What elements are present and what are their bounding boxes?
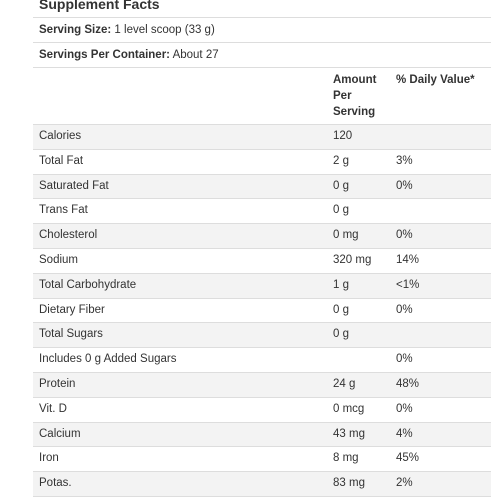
nutrient-column-header xyxy=(33,68,333,125)
nutrient-amount: 0 mcg xyxy=(333,397,396,423)
nutrient-amount: 0 g xyxy=(333,298,396,324)
servings-per-container-label: Servings Per Container: xyxy=(39,49,171,61)
nutrient-name: Iron xyxy=(33,446,333,473)
nutrient-daily-value xyxy=(396,322,491,349)
nutrient-amount: 120 xyxy=(333,124,396,150)
panel-title: Supplement Facts xyxy=(33,0,491,18)
supplement-facts-panel: Supplement Facts Serving Size: 1 level s… xyxy=(33,0,491,497)
table-row: Total Fat 2 g 3% xyxy=(33,149,491,175)
amount-column-header: Amount Per Serving xyxy=(333,68,396,125)
servings-per-container-value: About 27 xyxy=(172,49,219,61)
nutrient-name: Sodium xyxy=(33,248,333,274)
nutrient-daily-value: 45% xyxy=(396,446,491,473)
serving-size-row: Serving Size: 1 level scoop (33 g) xyxy=(33,18,491,43)
nutrient-amount: 8 mg xyxy=(333,446,396,473)
table-row: Total Sugars 0 g xyxy=(33,322,491,349)
nutrient-name: Saturated Fat xyxy=(33,174,333,200)
nutrient-name: Total Sugars xyxy=(33,322,333,349)
nutrient-amount: 0 g xyxy=(333,174,396,200)
nutrient-amount: 0 g xyxy=(333,322,396,349)
nutrient-name: Protein xyxy=(33,372,333,398)
nutrient-daily-value: 4% xyxy=(396,422,491,448)
serving-size-label: Serving Size: xyxy=(39,24,112,36)
nutrient-daily-value: 0% xyxy=(396,223,491,249)
nutrient-daily-value: 0% xyxy=(396,397,491,423)
nutrient-daily-value: 2% xyxy=(396,471,491,497)
table-row: Saturated Fat 0 g 0% xyxy=(33,174,491,200)
nutrient-amount: 83 mg xyxy=(333,471,396,497)
nutrient-name: Total Carbohydrate xyxy=(33,273,333,299)
nutrient-name: Dietary Fiber xyxy=(33,298,333,324)
table-row: Protein 24 g 48% xyxy=(33,372,491,398)
table-row: Total Carbohydrate 1 g <1% xyxy=(33,273,491,299)
nutrient-daily-value: 3% xyxy=(396,149,491,175)
nutrient-daily-value: <1% xyxy=(396,273,491,299)
table-row: Calcium 43 mg 4% xyxy=(33,422,491,448)
table-row: Potas. 83 mg 2% xyxy=(33,471,491,497)
nutrient-name: Trans Fat xyxy=(33,198,333,225)
table-row: Calories 120 xyxy=(33,124,491,150)
nutrient-amount: 1 g xyxy=(333,273,396,299)
nutrient-amount: 24 g xyxy=(333,372,396,398)
serving-size-value: 1 level scoop (33 g) xyxy=(114,24,215,36)
table-row: Cholesterol 0 mg 0% xyxy=(33,223,491,249)
servings-per-container-row: Servings Per Container: About 27 xyxy=(33,43,491,68)
nutrient-daily-value xyxy=(396,124,491,150)
nutrient-amount: 0 mg xyxy=(333,223,396,249)
daily-value-column-header: % Daily Value* xyxy=(396,68,491,125)
table-row: Dietary Fiber 0 g 0% xyxy=(33,298,491,324)
nutrient-name: Total Fat xyxy=(33,149,333,175)
nutrient-amount: 320 mg xyxy=(333,248,396,274)
nutrient-name: Cholesterol xyxy=(33,223,333,249)
nutrient-name: Vit. D xyxy=(33,397,333,423)
nutrient-amount xyxy=(333,347,396,373)
nutrient-name: Potas. xyxy=(33,471,333,497)
nutrient-daily-value: 0% xyxy=(396,347,491,373)
table-header-row: Amount Per Serving % Daily Value* xyxy=(33,68,491,125)
nutrient-table: Amount Per Serving % Daily Value* Calori… xyxy=(33,68,491,497)
nutrient-amount: 2 g xyxy=(333,149,396,175)
nutrient-amount: 0 g xyxy=(333,198,396,225)
nutrient-amount: 43 mg xyxy=(333,422,396,448)
table-row: Iron 8 mg 45% xyxy=(33,446,491,473)
nutrient-daily-value: 0% xyxy=(396,298,491,324)
table-row: Includes 0 g Added Sugars 0% xyxy=(33,347,491,373)
nutrient-name: Calories xyxy=(33,124,333,150)
table-row: Trans Fat 0 g xyxy=(33,198,491,225)
table-row: Sodium 320 mg 14% xyxy=(33,248,491,274)
nutrient-name: Includes 0 g Added Sugars xyxy=(33,347,333,373)
nutrient-daily-value: 14% xyxy=(396,248,491,274)
nutrient-daily-value xyxy=(396,198,491,225)
nutrient-daily-value: 48% xyxy=(396,372,491,398)
nutrient-name: Calcium xyxy=(33,422,333,448)
nutrient-daily-value: 0% xyxy=(396,174,491,200)
